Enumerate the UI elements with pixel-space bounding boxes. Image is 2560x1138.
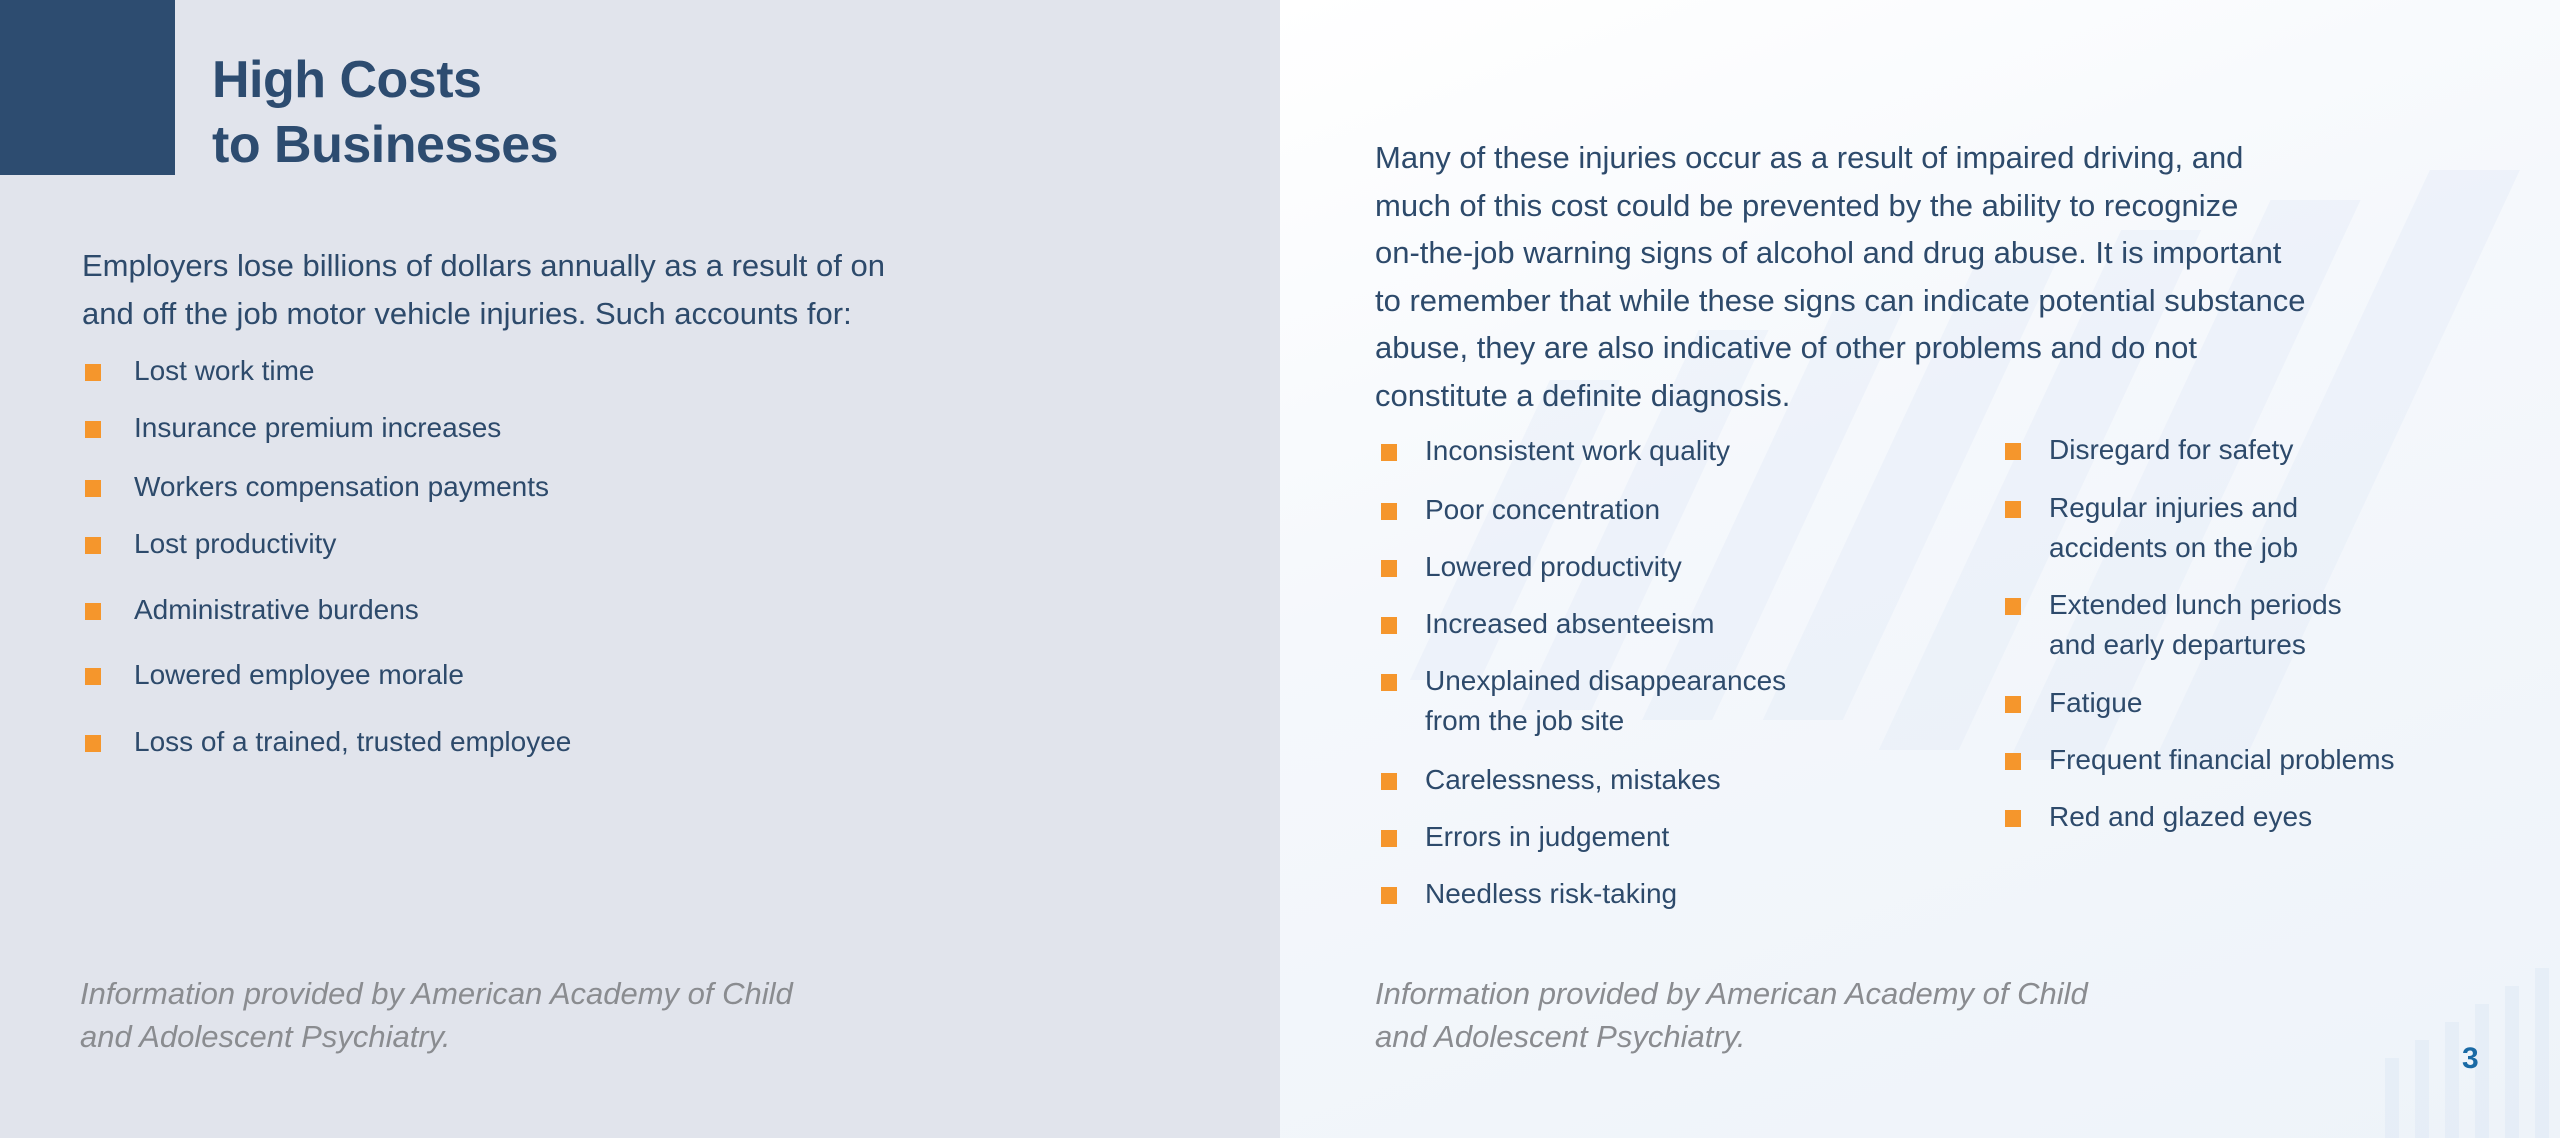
bullet-square-icon: [1381, 674, 1397, 691]
left-page: High Costs to Businesses Employers lose …: [0, 0, 1280, 1138]
intro-line: and off the job motor vehicle injuries. …: [82, 295, 852, 331]
bullet-square-icon: [2005, 810, 2021, 827]
bullet-square-icon: [85, 421, 101, 438]
bullet-square-icon: [2005, 598, 2021, 615]
list-item: Lost productivity: [134, 528, 337, 559]
right-page: Many of these injuries occur as a result…: [1280, 0, 2560, 1138]
bullet-square-icon: [1381, 773, 1397, 790]
footnote-line: and Adolescent Psychiatry.: [80, 1019, 451, 1054]
bullet-square-icon: [2005, 696, 2021, 713]
page-title: High Costs to Businesses: [212, 48, 559, 178]
intro-line: Employers lose billions of dollars annua…: [82, 248, 885, 283]
list-item: Fatigue: [2049, 683, 2142, 723]
bullet-square-icon: [1381, 560, 1397, 577]
title-accent-block: [0, 0, 175, 175]
list-item: Loss of a trained, trusted employee: [134, 726, 572, 757]
list-item: Unexplained disappearances from the job s…: [1425, 661, 1786, 741]
bullet-square-icon: [85, 537, 101, 554]
bullet-square-icon: [1381, 887, 1397, 904]
list-item: Frequent financial problems: [2049, 740, 2395, 780]
bullet-square-icon: [85, 603, 101, 620]
list-item-line: Red and glazed eyes: [2049, 801, 2313, 832]
bullet-square-icon: [85, 735, 101, 752]
footnote-line: and Adolescent Psychiatry.: [1375, 1019, 1746, 1054]
list-item: Workers compensation payments: [134, 471, 549, 502]
bullet-square-icon: [1381, 444, 1397, 461]
list-item-line: Lowered productivity: [1425, 551, 1682, 582]
bullet-square-icon: [2005, 443, 2021, 460]
list-item-line: Frequent financial problems: [2049, 744, 2395, 775]
footnote-line: Information provided by American Academy…: [1375, 976, 2088, 1011]
list-item-line: from the job site: [1425, 705, 1625, 736]
background-bar: [2505, 986, 2519, 1138]
bullet-square-icon: [1381, 830, 1397, 847]
list-item-line: and early departures: [2049, 629, 2306, 660]
background-bar: [2535, 968, 2549, 1138]
list-item-line: Poor concentration: [1425, 494, 1661, 525]
paragraph-line: Many of these injuries occur as a result…: [1375, 140, 2244, 175]
list-item: Inconsistent work quality: [1425, 431, 1730, 471]
title-line: to Businesses: [212, 116, 559, 174]
paragraph-line: on-the-job warning signs of alcohol and …: [1375, 235, 2282, 270]
list-item: Insurance premium increases: [134, 412, 502, 443]
bullet-square-icon: [85, 480, 101, 497]
paragraph-line: to remember that while these signs can i…: [1375, 282, 2306, 318]
background-bar: [2385, 1058, 2399, 1138]
list-item-line: Unexplained disappearances: [1425, 665, 1787, 696]
intro-paragraph: Employers lose billions of dollars annua…: [82, 242, 885, 337]
background-bar: [2445, 1022, 2459, 1138]
list-item-line: Increased absenteeism: [1425, 608, 1715, 639]
list-item: Lowered employee morale: [134, 659, 464, 690]
paragraph-line: abuse, they are also indicative of other…: [1375, 330, 2198, 365]
list-item-line: Disregard for safety: [2049, 434, 2294, 465]
list-item-line: Carelessness, mistakes: [1425, 764, 1721, 795]
list-item: Extended lunch periods and early departur…: [2049, 585, 2342, 665]
list-item-line: Needless risk-taking: [1425, 878, 1678, 909]
list-item: Administrative burdens: [134, 594, 419, 625]
list-item: Red and glazed eyes: [2049, 797, 2312, 837]
page-number: 3: [2462, 1042, 2479, 1075]
bullet-square-icon: [85, 364, 101, 381]
list-item: Increased absenteeism: [1425, 604, 1715, 644]
list-item-line: Extended lunch periods: [2049, 589, 2342, 620]
warning-signs-paragraph: Many of these injuries occur as a result…: [1375, 134, 2306, 419]
bullet-square-icon: [2005, 753, 2021, 770]
bullet-square-icon: [1381, 617, 1397, 634]
list-item: Regular injuries and accidents on the job: [2049, 488, 2298, 568]
list-item: Lost work time: [134, 355, 315, 386]
list-item: Carelessness, mistakes: [1425, 760, 1721, 800]
footnote: Information provided by American Academy…: [80, 972, 793, 1058]
paragraph-line: much of this cost could be prevented by …: [1375, 187, 2239, 223]
bullet-square-icon: [1381, 503, 1397, 520]
list-item-line: Fatigue: [2049, 687, 2143, 718]
list-item-line: Inconsistent work quality: [1425, 435, 1731, 466]
list-item: Errors in judgement: [1425, 817, 1669, 857]
title-line: High Costs: [212, 51, 482, 109]
list-item-line: Errors in judgement: [1425, 821, 1670, 852]
paragraph-line: constitute a definite diagnosis.: [1375, 377, 1791, 413]
list-item-line: accidents on the job: [2049, 532, 2299, 563]
bullet-square-icon: [2005, 501, 2021, 518]
list-item: Needless risk-taking: [1425, 874, 1677, 914]
background-bar: [2415, 1040, 2429, 1138]
list-item-line: Regular injuries and: [2049, 492, 2299, 523]
background-bar: [2475, 1004, 2489, 1138]
footnote: Information provided by American Academy…: [1375, 972, 2088, 1058]
bullet-square-icon: [85, 668, 101, 685]
footnote-line: Information provided by American Academy…: [80, 976, 793, 1011]
list-item: Disregard for safety: [2049, 430, 2293, 470]
list-item: Poor concentration: [1425, 490, 1660, 530]
list-item: Lowered productivity: [1425, 547, 1682, 587]
